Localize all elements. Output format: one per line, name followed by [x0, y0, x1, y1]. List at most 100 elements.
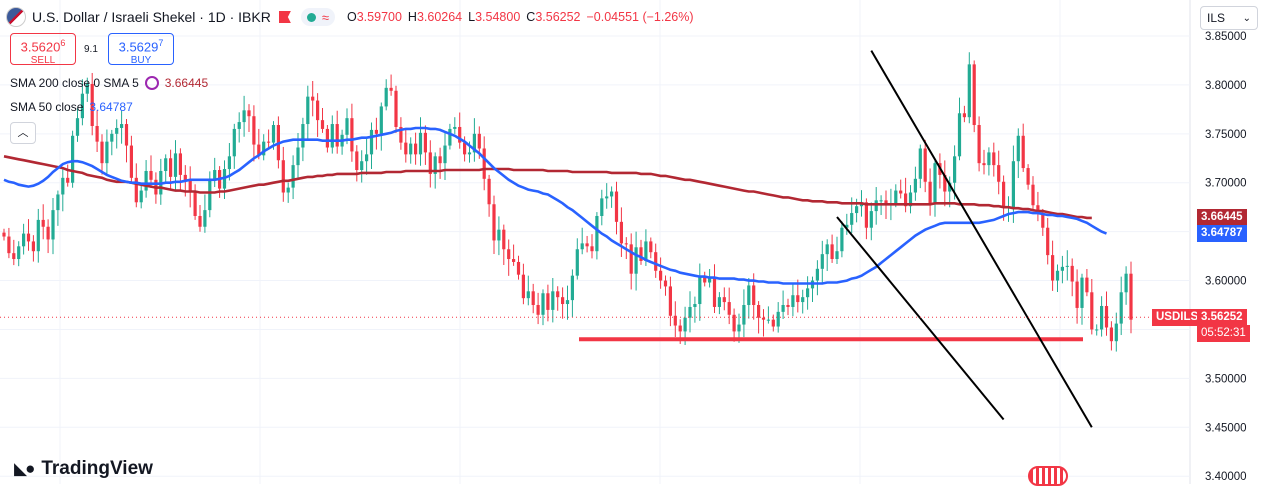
sma50-price-tag: 3.64787 — [1197, 225, 1247, 243]
candle-body — [75, 118, 80, 136]
candle-body — [90, 83, 94, 126]
candlestick-series — [2, 52, 1133, 352]
candle-body — [1041, 214, 1045, 228]
candle-body — [600, 198, 604, 216]
candle-body — [918, 148, 922, 179]
candle-body — [183, 174, 187, 181]
symbol-title[interactable]: U.S. Dollar / Israeli Shekel · 1D · IBKR — [32, 9, 271, 25]
candle-body — [1119, 292, 1123, 324]
candle-body — [791, 295, 795, 307]
candle-body — [1011, 161, 1015, 208]
candle-body — [864, 202, 868, 228]
candle-body — [516, 261, 521, 275]
candle-body — [262, 141, 266, 156]
candle-body — [933, 163, 937, 205]
candle-body — [453, 126, 457, 129]
candle-body — [879, 200, 883, 202]
candle-body — [1031, 184, 1035, 206]
candle-body — [482, 148, 486, 179]
buy-label: BUY — [130, 55, 152, 67]
candle-body — [399, 126, 403, 143]
candle-body — [923, 148, 927, 182]
candle-body — [830, 244, 834, 260]
candle-body — [438, 156, 442, 164]
candle-body — [291, 165, 295, 188]
candle-body — [198, 215, 202, 227]
indicator-sma50[interactable]: SMA 50 close 3.64787 — [10, 100, 133, 114]
sell-button[interactable]: 3.56206 SELL — [10, 33, 76, 66]
candle-body — [585, 243, 589, 247]
candle-body — [178, 153, 182, 175]
candle-body — [85, 83, 89, 94]
last-price-tag: 3.56252 — [1197, 308, 1247, 326]
flag-icon[interactable] — [278, 11, 291, 23]
candle-body — [404, 142, 408, 155]
candle-body — [428, 152, 432, 174]
candle-body — [801, 297, 805, 303]
candle-body — [22, 233, 26, 247]
candle-body — [771, 319, 775, 327]
us-flag-icon[interactable] — [1028, 466, 1068, 486]
tradingview-logo[interactable]: ◣● TradingView — [14, 458, 153, 480]
candle-body — [252, 116, 256, 145]
candle-body — [526, 291, 530, 299]
channel-lower-line[interactable] — [836, 216, 1005, 421]
sma200-label: SMA 200 close 0 SMA 5 — [10, 76, 139, 90]
collapse-legend-button[interactable]: ︿ — [10, 122, 36, 144]
symbol-price-tag: USDILS — [1152, 308, 1203, 326]
candle-body — [414, 143, 418, 155]
candle-body — [820, 254, 824, 269]
buy-price-pip: 7 — [158, 38, 164, 48]
price-axis[interactable]: 3.850003.800003.750003.700003.650003.600… — [1205, 31, 1247, 483]
candle-body — [992, 152, 996, 166]
candle-body — [869, 211, 873, 228]
buy-price: 3.5629 — [118, 39, 159, 55]
candle-body — [149, 170, 153, 180]
candle-body — [139, 190, 143, 203]
candle-body — [855, 206, 859, 214]
market-status-pill[interactable]: ≈ — [300, 8, 335, 26]
indicator-sma200[interactable]: SMA 200 close 0 SMA 5 3.66445 — [10, 76, 208, 90]
candle-body — [757, 305, 761, 318]
currency-select[interactable]: ILS ⌄ — [1200, 6, 1258, 30]
candle-body — [997, 165, 1001, 182]
candle-body — [208, 178, 212, 211]
candle-body — [752, 285, 756, 306]
candle-body — [556, 291, 560, 298]
candle-body — [443, 145, 447, 164]
candle-body — [1060, 266, 1064, 271]
candle-body — [1065, 265, 1069, 267]
candle-body — [796, 295, 800, 303]
high-value: 3.60264 — [416, 10, 463, 24]
candle-body — [683, 317, 687, 332]
high-label: H — [407, 10, 417, 24]
candle-body — [806, 288, 810, 298]
candle-body — [110, 133, 114, 142]
candle-body — [904, 193, 908, 207]
candle-body — [614, 191, 619, 222]
candle-body — [169, 158, 173, 177]
candle-body — [134, 177, 138, 203]
candle-body — [1100, 305, 1104, 330]
candle-body — [546, 293, 550, 310]
candle-body — [409, 143, 413, 155]
logo-text: TradingView — [41, 458, 153, 479]
candle-body — [1085, 277, 1089, 293]
candle-body — [654, 252, 658, 271]
indicator-settings-icon[interactable] — [144, 76, 159, 90]
candle-body — [639, 247, 643, 261]
channel-upper-line[interactable] — [870, 50, 1093, 428]
candle-body — [46, 226, 50, 240]
candle-body — [80, 93, 84, 119]
price-tick-label: 3.75000 — [1205, 129, 1247, 141]
candle-body — [267, 141, 271, 143]
candle-body — [972, 64, 976, 126]
candle-body — [629, 244, 633, 274]
candle-body — [761, 317, 766, 320]
buy-button[interactable]: 3.56297 BUY — [108, 33, 174, 67]
candle-body — [1016, 135, 1020, 162]
candle-body — [512, 259, 516, 262]
candle-body — [913, 178, 917, 193]
open-label: O — [347, 10, 357, 24]
